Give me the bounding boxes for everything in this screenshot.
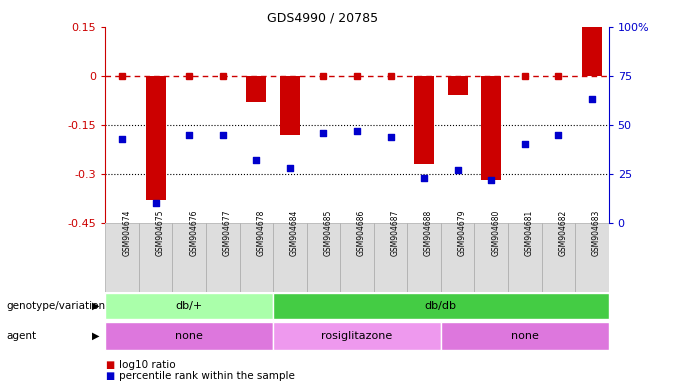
Text: db/+: db/+ bbox=[175, 301, 203, 311]
Bar bbox=[441, 322, 609, 350]
Point bbox=[318, 129, 329, 136]
Text: ▶: ▶ bbox=[92, 301, 99, 311]
Bar bbox=[105, 223, 139, 292]
Point bbox=[218, 132, 228, 138]
Point bbox=[184, 132, 194, 138]
Text: GSM904682: GSM904682 bbox=[558, 210, 567, 256]
Bar bbox=[475, 223, 508, 292]
Bar bbox=[541, 223, 575, 292]
Bar bbox=[105, 322, 273, 350]
Text: none: none bbox=[511, 331, 539, 341]
Point bbox=[486, 177, 496, 183]
Text: GSM904688: GSM904688 bbox=[424, 210, 433, 256]
Bar bbox=[273, 322, 441, 350]
Bar bbox=[146, 76, 166, 200]
Point bbox=[553, 132, 564, 138]
Bar bbox=[441, 223, 475, 292]
Point bbox=[452, 167, 463, 173]
Bar bbox=[407, 223, 441, 292]
Text: GSM904677: GSM904677 bbox=[223, 210, 232, 257]
Point bbox=[586, 96, 597, 103]
Bar bbox=[139, 223, 173, 292]
Text: GSM904686: GSM904686 bbox=[357, 210, 366, 256]
Text: db/db: db/db bbox=[425, 301, 457, 311]
Text: none: none bbox=[175, 331, 203, 341]
Text: GSM904678: GSM904678 bbox=[256, 210, 265, 256]
Point bbox=[520, 141, 530, 147]
Text: GSM904674: GSM904674 bbox=[122, 210, 131, 257]
Bar bbox=[481, 76, 501, 180]
Text: genotype/variation: genotype/variation bbox=[7, 301, 106, 311]
Bar bbox=[414, 76, 434, 164]
Bar bbox=[447, 76, 468, 96]
Bar bbox=[273, 293, 609, 319]
Text: GSM904680: GSM904680 bbox=[491, 210, 500, 256]
Text: GSM904684: GSM904684 bbox=[290, 210, 299, 256]
Text: ▶: ▶ bbox=[92, 331, 99, 341]
Text: GSM904683: GSM904683 bbox=[592, 210, 601, 256]
Bar bbox=[374, 223, 407, 292]
Text: log10 ratio: log10 ratio bbox=[119, 360, 175, 370]
Bar bbox=[582, 27, 602, 76]
Text: GSM904676: GSM904676 bbox=[189, 210, 199, 257]
Bar bbox=[280, 76, 300, 135]
Bar bbox=[307, 223, 340, 292]
Bar bbox=[105, 293, 273, 319]
Text: GSM904685: GSM904685 bbox=[324, 210, 333, 256]
Text: rosiglitazone: rosiglitazone bbox=[322, 331, 392, 341]
Bar bbox=[340, 223, 374, 292]
Text: GSM904681: GSM904681 bbox=[525, 210, 534, 256]
Bar bbox=[239, 223, 273, 292]
Text: GSM904679: GSM904679 bbox=[458, 210, 466, 257]
Text: ■: ■ bbox=[105, 371, 115, 381]
Bar bbox=[273, 223, 307, 292]
Bar bbox=[508, 223, 541, 292]
Text: agent: agent bbox=[7, 331, 37, 341]
Point bbox=[251, 157, 262, 163]
Bar bbox=[246, 76, 267, 102]
Text: percentile rank within the sample: percentile rank within the sample bbox=[119, 371, 295, 381]
Point bbox=[419, 175, 430, 181]
Point bbox=[385, 134, 396, 140]
Text: GDS4990 / 20785: GDS4990 / 20785 bbox=[267, 12, 379, 25]
Point bbox=[117, 136, 128, 142]
Bar bbox=[173, 223, 206, 292]
Point bbox=[284, 165, 295, 171]
Text: ■: ■ bbox=[105, 360, 115, 370]
Point bbox=[352, 127, 362, 134]
Text: GSM904687: GSM904687 bbox=[390, 210, 400, 256]
Bar bbox=[206, 223, 239, 292]
Bar bbox=[575, 223, 609, 292]
Text: GSM904675: GSM904675 bbox=[156, 210, 165, 257]
Point bbox=[150, 200, 161, 206]
